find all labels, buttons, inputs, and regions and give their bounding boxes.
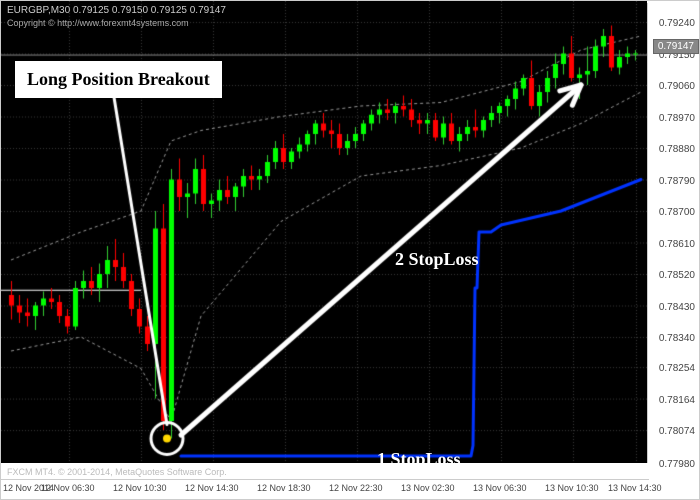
breakout-annotation: Long Position Breakout xyxy=(15,61,222,98)
footer: FXCM MT4. © 2001-2014, MetaQuotes Softwa… xyxy=(7,467,227,477)
y-axis: 0.79147 0.792400.791500.790600.789700.78… xyxy=(647,3,699,463)
chart-header: EURGBP,M30 0.79125 0.79150 0.79125 0.791… xyxy=(7,5,226,16)
breakout-label: Long Position Breakout xyxy=(27,69,210,89)
x-axis: 12 Nov 201412 Nov 06:3012 Nov 10:3012 No… xyxy=(1,479,649,499)
current-price-box: 0.79147 xyxy=(653,39,699,54)
stoploss1-label: 1 StopLoss xyxy=(377,449,461,470)
copyright: Copyright © http://www.forexmt4systems.c… xyxy=(7,18,189,28)
stoploss2-label: 2 StopLoss xyxy=(395,249,479,270)
chart-container: EURGBP,M30 0.79125 0.79150 0.79125 0.791… xyxy=(0,0,700,500)
